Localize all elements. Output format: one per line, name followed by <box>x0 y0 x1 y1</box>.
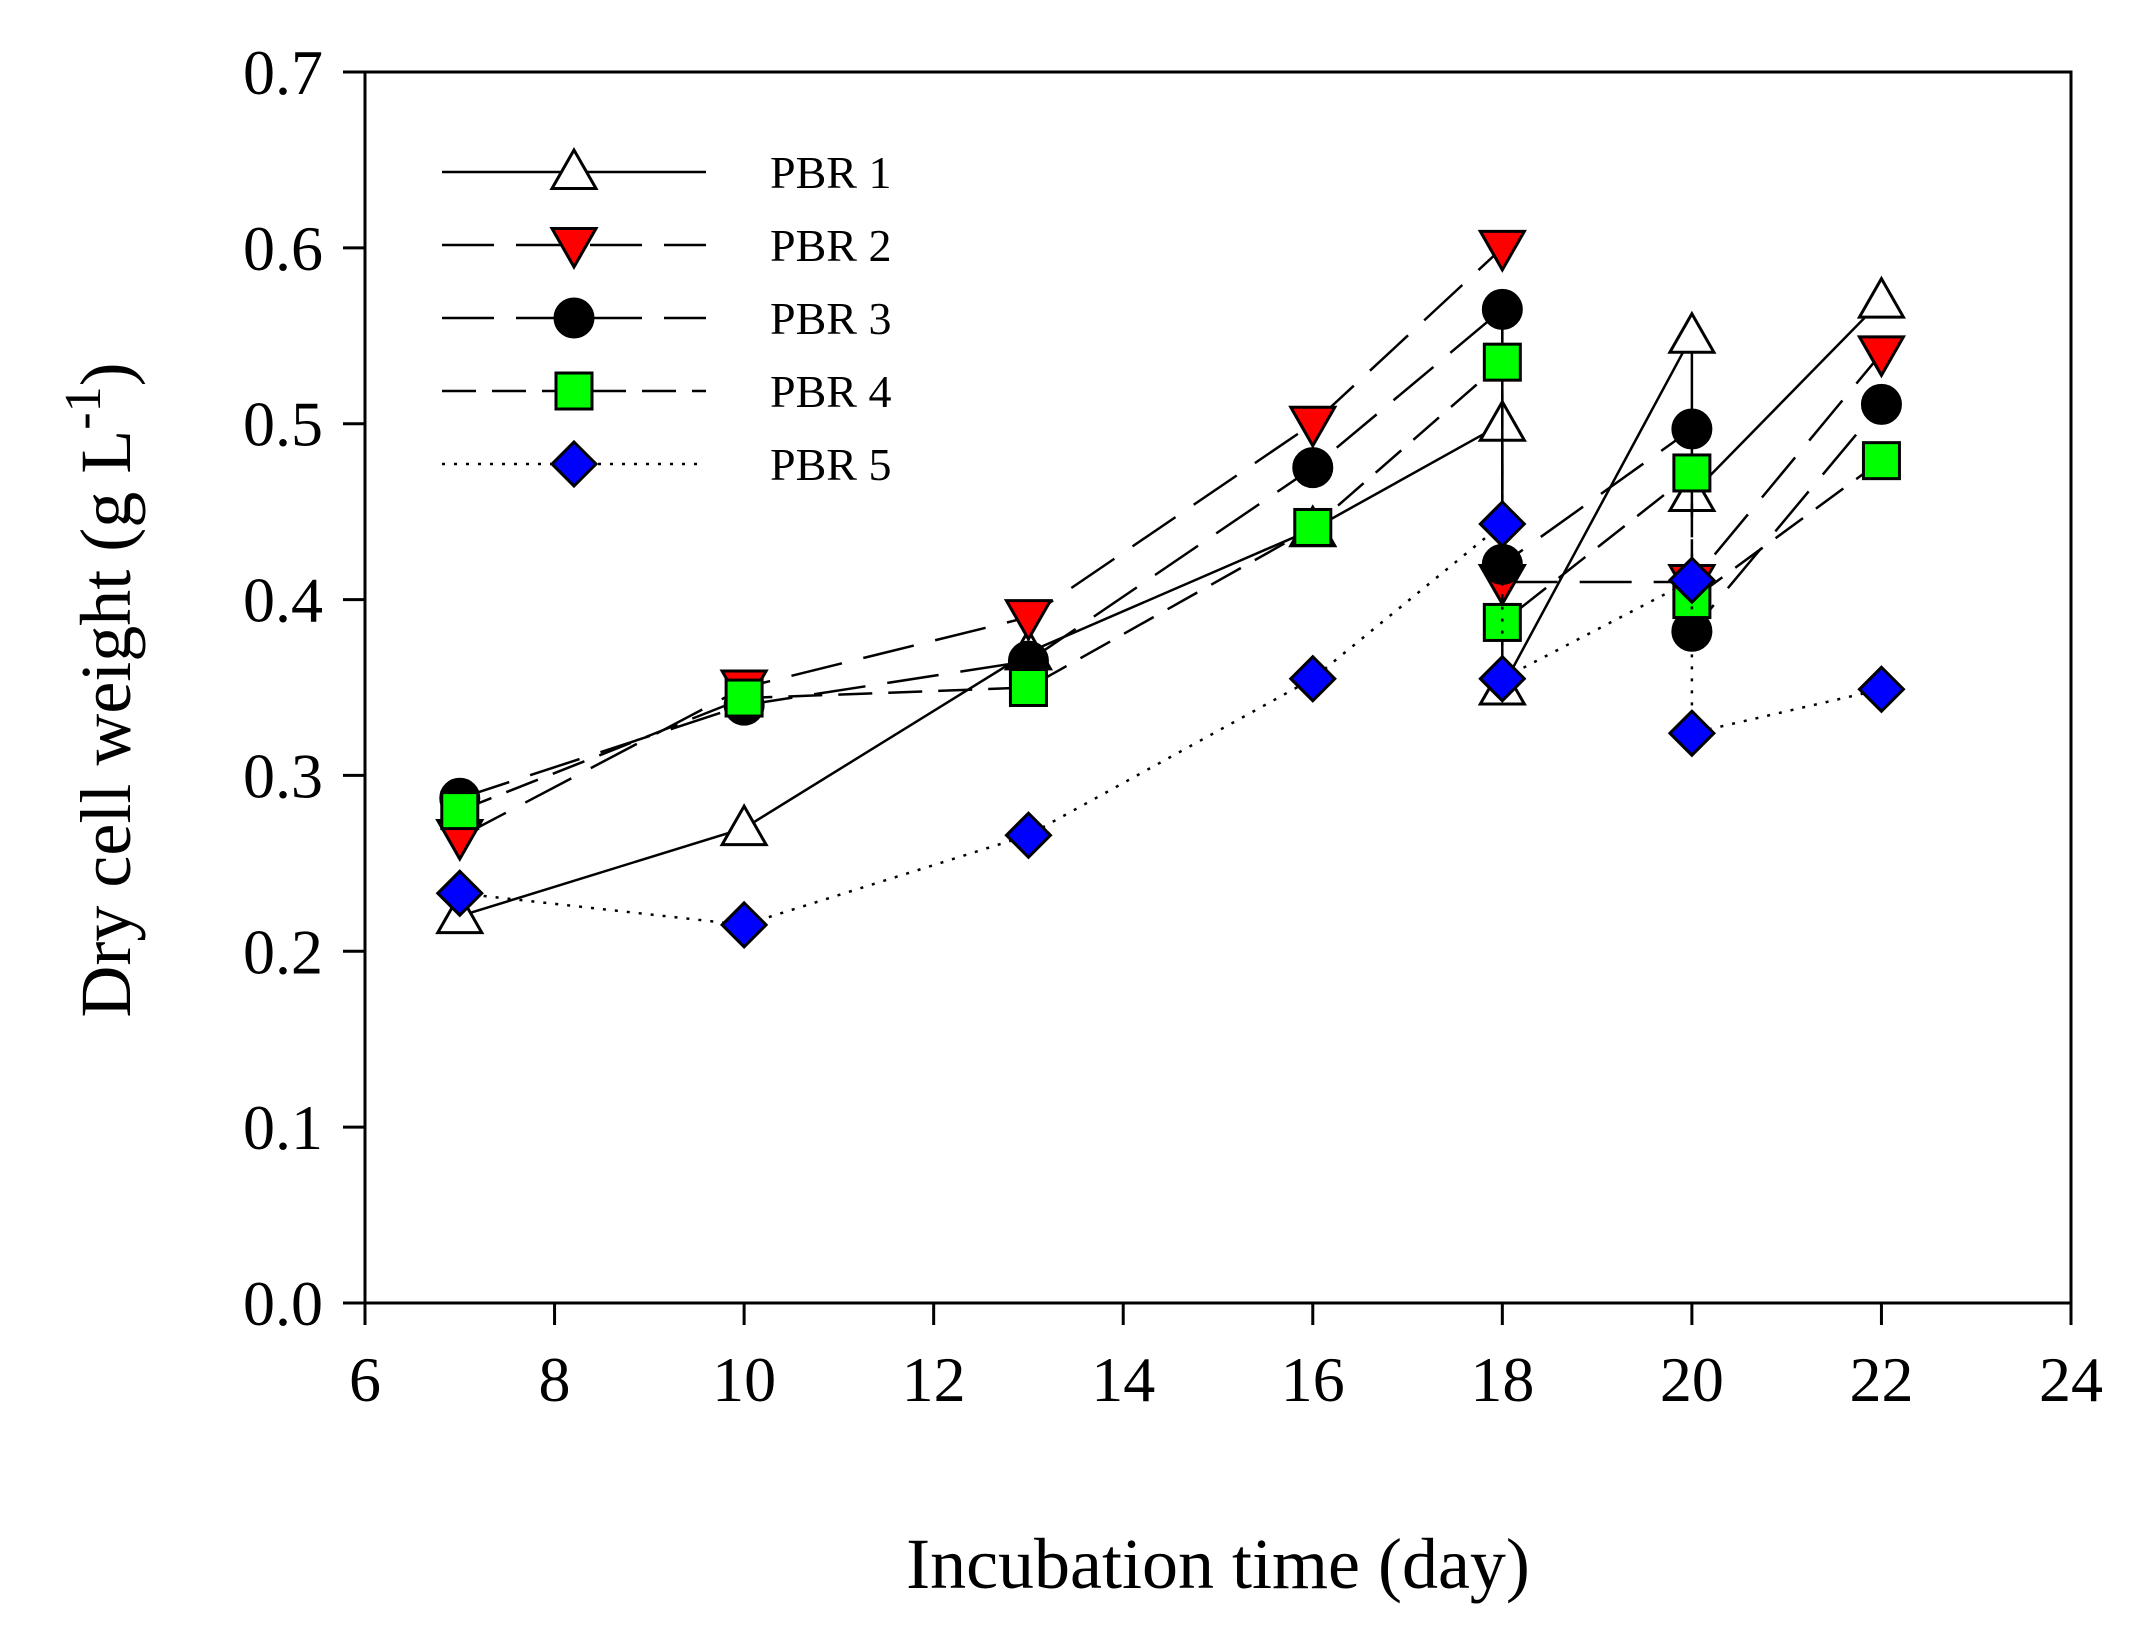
data-point <box>1478 499 1527 549</box>
x-tick-label: 12 <box>902 1344 966 1415</box>
legend-entry: PBR 1 <box>442 146 891 198</box>
data-point <box>1477 229 1527 273</box>
y-tick-label: 0.4 <box>243 565 323 636</box>
data-point <box>1003 599 1054 643</box>
series-line <box>459 359 1883 812</box>
data-point <box>1672 453 1712 493</box>
data-point <box>1008 668 1048 707</box>
data-point <box>1288 405 1338 449</box>
data-point <box>1293 507 1333 547</box>
data-point <box>1856 335 1907 379</box>
y-tick-label: 0.3 <box>243 740 323 811</box>
x-tick-label: 16 <box>1281 1344 1345 1415</box>
legend-entry: PBR 5 <box>442 439 891 490</box>
x-tick-label: 14 <box>1091 1344 1155 1415</box>
data-point <box>1860 383 1902 425</box>
data-point <box>1482 602 1522 642</box>
data-point <box>1004 811 1053 860</box>
x-tick-label: 18 <box>1470 1344 1534 1415</box>
data-point <box>1478 654 1527 703</box>
y-tick-label: 0.5 <box>243 389 323 460</box>
legend-marker <box>553 297 595 339</box>
series-line <box>459 245 1883 839</box>
y-tick-label: 0.7 <box>243 37 323 108</box>
y-axis-title-superscript: -1 <box>55 386 112 429</box>
series-pbr-5 <box>435 499 1906 950</box>
data-point <box>1667 709 1717 758</box>
legend-entry: PBR 3 <box>442 293 891 344</box>
legend-entry: PBR 4 <box>442 366 891 417</box>
legend-label: PBR 1 <box>770 147 891 198</box>
data-point <box>1482 342 1522 382</box>
data-point <box>719 900 769 950</box>
data-point <box>1667 310 1717 354</box>
data-point <box>440 791 480 831</box>
legend-label: PBR 3 <box>770 293 891 344</box>
data-point <box>435 869 484 918</box>
data-point <box>1292 447 1334 489</box>
y-tick-label: 0.2 <box>243 916 323 987</box>
data-point <box>1671 408 1713 450</box>
data-point <box>724 678 764 718</box>
x-axis-title: Incubation time (day) <box>906 1524 1530 1604</box>
data-point <box>1857 665 1906 714</box>
y-tick-label: 0.0 <box>243 1268 323 1339</box>
legend-marker <box>549 146 599 190</box>
data-point <box>1861 441 1901 481</box>
y-axis-title-main: Dry cell weight (g L <box>66 430 146 1018</box>
legend-label: PBR 2 <box>770 220 891 271</box>
legend-label: PBR 4 <box>770 366 891 417</box>
legend-marker <box>549 227 599 271</box>
data-point <box>1288 654 1337 703</box>
legend-marker <box>554 371 594 411</box>
y-tick-label: 0.6 <box>243 213 323 284</box>
plot-frame <box>363 70 2073 1305</box>
legend: PBR 1 PBR 2 PBR 3 PBR 4 PBR 5 <box>442 146 891 490</box>
x-tick-label: 10 <box>712 1344 776 1415</box>
y-tick-label: 0.1 <box>243 1092 323 1163</box>
legend-label: PBR 5 <box>770 439 891 490</box>
data-point <box>719 803 769 847</box>
legend-marker <box>549 439 599 489</box>
series-layer <box>435 229 1907 950</box>
legend-entry: PBR 2 <box>442 220 891 271</box>
x-tick-label: 8 <box>539 1344 571 1415</box>
y-axis-title-close: ) <box>66 362 146 386</box>
x-tick-label: 6 <box>349 1344 381 1415</box>
axes-layer: 6 8 10 12 14 16 18 20 22 24 0.0 0.1 0.2 0.3 0.4 0.5 0.6 0… <box>243 37 2103 1415</box>
data-point <box>1856 275 1907 319</box>
data-point <box>1481 288 1523 330</box>
data-point <box>1667 556 1717 605</box>
x-tick-label: 20 <box>1660 1344 1724 1415</box>
x-tick-label: 24 <box>2039 1344 2103 1415</box>
y-axis-title: Dry cell weight (g L-1) <box>55 362 146 1017</box>
x-tick-label: 22 <box>1849 1344 1913 1415</box>
